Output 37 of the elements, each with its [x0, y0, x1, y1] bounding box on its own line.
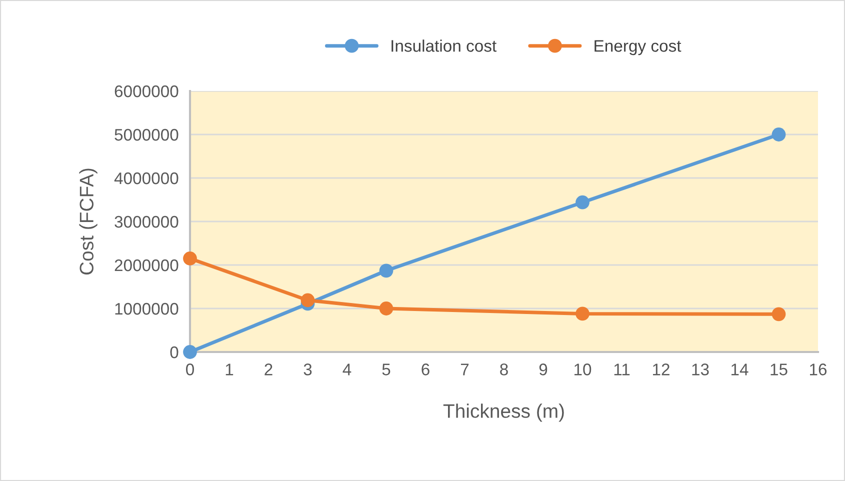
x-tick-label: 13 — [692, 364, 709, 376]
y-tick-label: 4000000 — [114, 172, 178, 184]
y-tick-label: 3000000 — [114, 216, 178, 228]
x-axis-title: Thickness (m) — [443, 404, 564, 422]
x-tick-label: 10 — [574, 364, 592, 376]
x-tick-label: 14 — [732, 364, 748, 376]
point — [576, 306, 590, 321]
x-tick-label: 15 — [770, 364, 788, 376]
point — [379, 264, 394, 278]
x-tick-label: 6 — [422, 364, 430, 376]
x-tick-label: 2 — [264, 364, 272, 376]
x-tick-label: 4 — [342, 364, 352, 376]
y-tick-label: 2000000 — [114, 259, 178, 272]
y-tick-label: 6000000 — [114, 85, 178, 98]
x-tick-label: 1 — [226, 364, 234, 376]
point — [379, 302, 394, 316]
y-tick-label: 5000000 — [114, 128, 178, 141]
x-tick-label: 3 — [304, 364, 312, 376]
y-tick-label: 1000000 — [115, 302, 178, 315]
x-tick-label: 5 — [382, 364, 390, 376]
x-tick-label: 9 — [539, 364, 548, 376]
x-tick-label: 0 — [186, 364, 194, 376]
point — [183, 345, 197, 359]
point — [576, 195, 590, 210]
legend-label: Insulation cost — [392, 40, 496, 52]
x-tick-label: 16 — [810, 364, 827, 376]
point — [183, 252, 197, 266]
x-tick-label: 12 — [653, 364, 670, 376]
x-tick-label: 11 — [614, 364, 630, 376]
x-tick-label: 7 — [460, 364, 469, 376]
legend-label: Energy cost — [594, 40, 682, 56]
point — [772, 307, 786, 322]
y-tick-label: 0 — [170, 346, 178, 358]
point — [300, 293, 315, 308]
point — [772, 128, 786, 142]
x-tick-label: 8 — [500, 364, 508, 376]
y-axis-title: Cost (FCFA) — [79, 168, 98, 275]
